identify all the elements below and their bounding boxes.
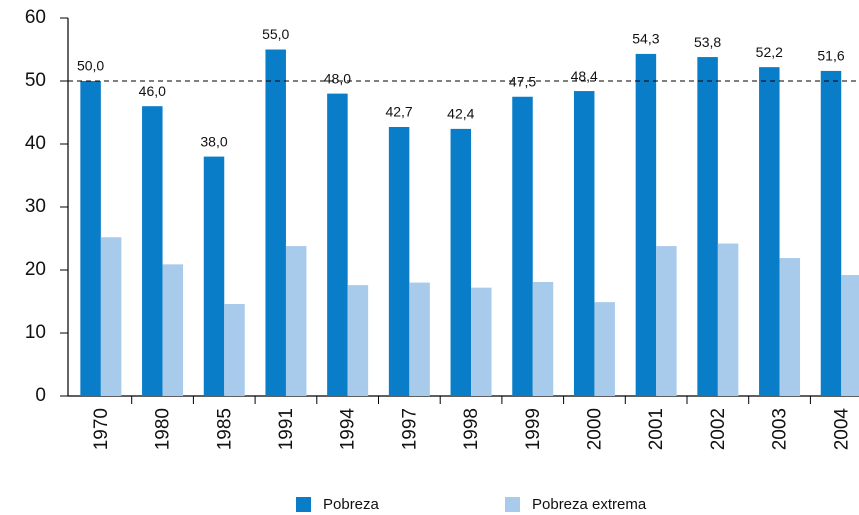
bar — [841, 275, 859, 396]
bar — [327, 93, 348, 396]
bar — [717, 243, 739, 396]
bar — [656, 246, 677, 396]
bar — [512, 96, 533, 396]
y-tick-label: 60 — [25, 7, 46, 28]
bar — [532, 281, 554, 396]
bar — [573, 91, 595, 396]
bar — [635, 53, 657, 396]
value-label: 55,0 — [262, 26, 289, 42]
x-tick-label: 1991 — [276, 408, 297, 450]
y-tick-label: 40 — [25, 133, 46, 154]
x-tick-label: 2003 — [770, 408, 791, 450]
x-tick-label: 1980 — [153, 408, 174, 450]
bar — [285, 246, 307, 396]
bar — [347, 285, 369, 396]
legend-swatch — [505, 497, 520, 512]
value-label: 46,0 — [139, 83, 166, 99]
bar — [759, 67, 780, 396]
x-tick-label: 1970 — [91, 408, 112, 450]
value-label: 42,7 — [385, 104, 412, 120]
x-tick-label: 1985 — [214, 408, 235, 450]
x-tick-label: 1994 — [338, 408, 359, 451]
value-label: 48,4 — [571, 68, 598, 84]
x-tick-label: 1998 — [461, 408, 482, 450]
bar — [697, 57, 718, 397]
x-tick-label: 2001 — [646, 408, 667, 450]
value-label: 54,3 — [632, 31, 659, 47]
bar — [779, 258, 801, 396]
value-label: 48,0 — [324, 70, 351, 86]
value-label: 50,0 — [77, 58, 104, 74]
bar — [471, 287, 492, 396]
bar — [388, 126, 410, 397]
x-tick-label: 1997 — [399, 408, 420, 450]
legend-label: Pobreza — [323, 496, 380, 513]
bar — [203, 156, 225, 396]
bar — [100, 237, 122, 396]
bar — [80, 81, 101, 396]
y-tick-label: 50 — [25, 70, 46, 91]
value-label: 51,6 — [817, 48, 844, 64]
value-label: 52,2 — [756, 44, 783, 60]
legend-swatch — [296, 497, 311, 512]
x-tick-label: 2000 — [584, 408, 605, 450]
y-tick-label: 0 — [35, 385, 46, 406]
bar — [594, 302, 615, 396]
bar — [162, 264, 184, 396]
value-label: 53,8 — [694, 34, 721, 50]
bar — [265, 49, 286, 396]
x-tick-label: 2002 — [708, 408, 729, 450]
value-label: 38,0 — [200, 133, 227, 149]
bar — [820, 70, 842, 397]
x-tick-label: 2004 — [831, 408, 852, 451]
x-tick-label: 1999 — [523, 408, 544, 450]
y-tick-label: 20 — [25, 259, 46, 280]
bar — [450, 128, 472, 396]
bar — [409, 282, 430, 396]
y-tick-label: 30 — [25, 196, 46, 217]
legend-label: Pobreza extrema — [532, 496, 647, 513]
value-label: 42,4 — [447, 106, 474, 122]
bar — [224, 304, 245, 396]
bar — [142, 106, 163, 396]
y-tick-label: 10 — [25, 322, 46, 343]
